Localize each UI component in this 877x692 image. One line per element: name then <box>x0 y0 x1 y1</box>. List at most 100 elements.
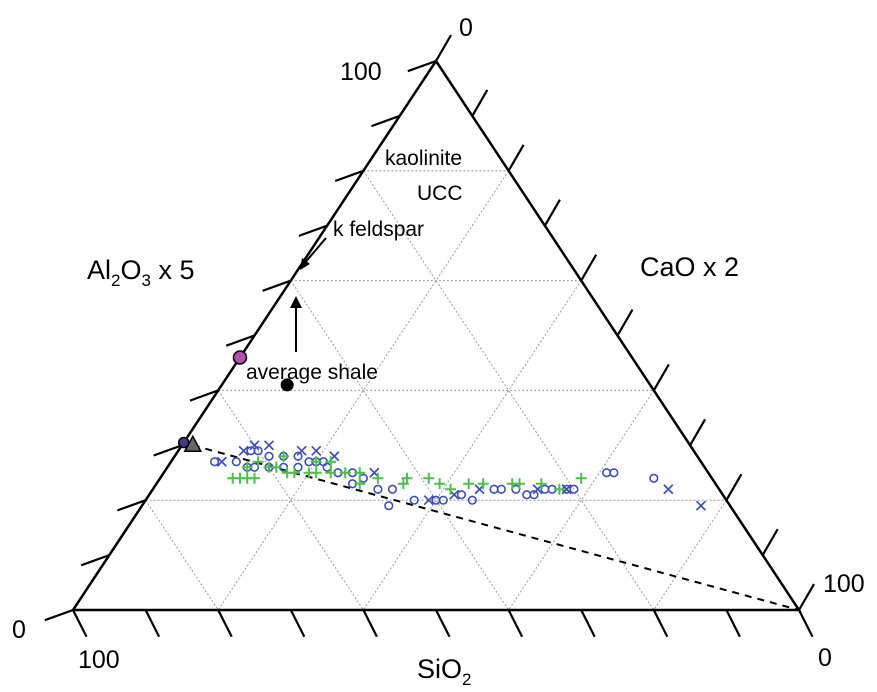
data-point-plus <box>535 478 547 490</box>
data-point-plus <box>288 467 300 479</box>
bottom-axis-label: SiO2 <box>417 654 471 689</box>
axis-tick <box>580 609 596 638</box>
data-point-circle <box>467 495 477 505</box>
axis-tick <box>798 609 814 638</box>
axis-tick <box>298 224 328 237</box>
top-right-corner-label: 0 <box>459 14 473 42</box>
data-point-plus <box>354 467 366 479</box>
data-point-circle <box>489 484 499 494</box>
axis-tick <box>652 363 670 391</box>
right-bottom-corner-label: 0 <box>818 644 832 672</box>
data-point-circle <box>602 468 612 478</box>
data-point-circle <box>609 468 619 478</box>
data-point-circle <box>409 495 419 505</box>
grid-line <box>145 499 219 611</box>
bottom-left-corner-label: 100 <box>78 646 120 674</box>
axis-tick <box>72 609 88 638</box>
data-point-circle <box>569 484 579 494</box>
data-point-plus <box>513 478 525 490</box>
axis-tick <box>435 609 451 638</box>
data-point-circle <box>387 484 398 494</box>
data-point-cross <box>238 445 249 456</box>
axis-tick <box>289 609 306 638</box>
grid-lines <box>145 170 727 611</box>
data-point-plus <box>325 467 337 479</box>
axis-tick <box>725 609 741 638</box>
data-point-plus <box>354 478 366 490</box>
data-point-plus <box>310 456 322 468</box>
ucc-marker <box>280 378 294 392</box>
data-point-circle <box>529 490 539 500</box>
axis-tick <box>407 59 437 73</box>
right-top-corner-label: 100 <box>823 570 865 598</box>
data-point-cross <box>423 495 434 506</box>
data-point-circle <box>496 484 506 494</box>
data-point-circle <box>384 501 394 511</box>
data-point-cross <box>695 500 707 511</box>
axis-tick <box>580 254 598 282</box>
grid-line <box>290 280 510 611</box>
data-point-plus <box>445 483 457 495</box>
axis-tick <box>262 279 292 292</box>
axis-tick <box>616 308 634 337</box>
data-point-plus <box>241 461 253 473</box>
average-shale-marker <box>183 434 203 453</box>
axis-tick <box>44 608 74 622</box>
reference-points <box>177 350 294 453</box>
data-point-circle <box>649 473 659 483</box>
average-shale-label: average shale <box>246 361 378 384</box>
axis-tick <box>689 418 707 446</box>
triangle-frame <box>70 58 802 612</box>
data-points <box>209 440 707 511</box>
k-feldspar-arrow <box>300 237 327 270</box>
data-point-circle <box>522 490 532 500</box>
axis-tick <box>435 34 452 62</box>
axis-tick <box>371 114 401 128</box>
data-point-plus <box>463 478 475 490</box>
axis-ticks <box>44 34 815 638</box>
data-point-circle <box>456 490 467 500</box>
axis-tick <box>761 528 779 556</box>
data-point-plus <box>553 483 565 495</box>
axis-tick <box>225 334 255 347</box>
axis-tick <box>334 169 364 183</box>
data-point-cross <box>216 456 227 467</box>
ucc-label: UCC <box>417 182 463 205</box>
data-point-circle <box>253 446 263 456</box>
axis-tick <box>725 473 743 501</box>
data-point-plus <box>249 472 260 484</box>
axis-tick <box>798 583 815 611</box>
data-point-plus <box>575 472 587 484</box>
right-axis-label: CaO x 2 <box>640 252 739 282</box>
data-point-cross <box>663 484 674 495</box>
data-point-circle <box>209 457 220 467</box>
axis-tick <box>80 554 110 567</box>
axis-tick <box>153 444 183 457</box>
data-point-cross <box>296 445 307 456</box>
axis-tick <box>507 609 524 638</box>
grid-line <box>362 280 582 611</box>
left-bottom-corner-label: 0 <box>12 616 26 644</box>
data-point-circle <box>438 495 448 505</box>
data-point-plus <box>270 461 282 473</box>
axis-tick <box>189 389 219 402</box>
data-point-cross <box>561 484 572 495</box>
data-point-plus <box>401 472 413 484</box>
axis-tick <box>117 499 146 512</box>
data-point-circle <box>293 451 303 461</box>
data-point-circle <box>373 484 383 494</box>
axis-tick <box>652 609 669 638</box>
data-point-plus <box>339 467 351 479</box>
axis-tick <box>144 609 161 638</box>
data-point-plus <box>477 478 489 490</box>
data-point-plus <box>423 472 435 484</box>
k-feldspar-label: k feldspar <box>333 218 424 241</box>
grid-line <box>653 499 727 611</box>
data-point-plus <box>278 450 290 462</box>
left-axis-label: Al2O3 x 5 <box>87 255 195 290</box>
data-point-cross <box>263 440 275 451</box>
data-point-plus <box>252 456 264 468</box>
data-point-plus <box>434 478 446 490</box>
data-point-circle <box>264 451 274 461</box>
